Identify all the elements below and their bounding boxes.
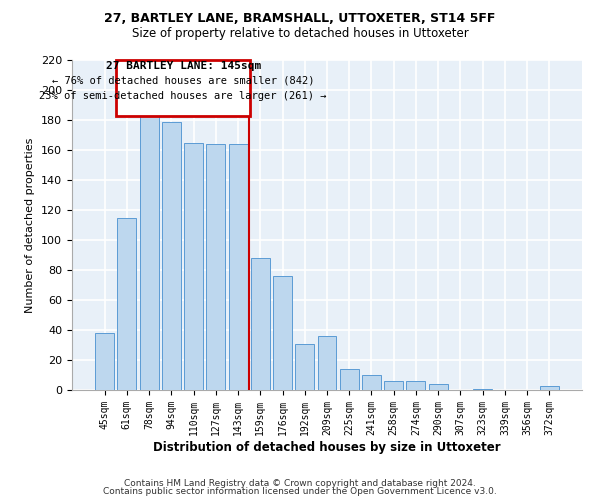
Text: ← 76% of detached houses are smaller (842): ← 76% of detached houses are smaller (84…: [52, 76, 314, 86]
Bar: [184, 142, 203, 390]
Bar: [429, 384, 448, 390]
Bar: [229, 144, 248, 390]
X-axis label: Distribution of detached houses by size in Uttoxeter: Distribution of detached houses by size …: [153, 440, 501, 454]
Bar: [384, 381, 403, 390]
Text: 27, BARTLEY LANE, BRAMSHALL, UTTOXETER, ST14 5FF: 27, BARTLEY LANE, BRAMSHALL, UTTOXETER, …: [104, 12, 496, 26]
Text: 27 BARTLEY LANE: 145sqm: 27 BARTLEY LANE: 145sqm: [106, 62, 261, 72]
Text: Size of property relative to detached houses in Uttoxeter: Size of property relative to detached ho…: [131, 28, 469, 40]
Bar: [140, 114, 158, 390]
Y-axis label: Number of detached properties: Number of detached properties: [25, 138, 35, 312]
FancyBboxPatch shape: [116, 60, 250, 116]
Text: 23% of semi-detached houses are larger (261) →: 23% of semi-detached houses are larger (…: [40, 91, 327, 101]
Bar: [206, 144, 225, 390]
Bar: [473, 388, 492, 390]
Bar: [118, 218, 136, 390]
Bar: [251, 258, 270, 390]
Bar: [162, 122, 181, 390]
Bar: [95, 333, 114, 390]
Text: Contains HM Land Registry data © Crown copyright and database right 2024.: Contains HM Land Registry data © Crown c…: [124, 478, 476, 488]
Bar: [317, 336, 337, 390]
Bar: [340, 369, 359, 390]
Text: Contains public sector information licensed under the Open Government Licence v3: Contains public sector information licen…: [103, 487, 497, 496]
Bar: [540, 386, 559, 390]
Bar: [273, 276, 292, 390]
Bar: [406, 381, 425, 390]
Bar: [362, 375, 381, 390]
Bar: [295, 344, 314, 390]
